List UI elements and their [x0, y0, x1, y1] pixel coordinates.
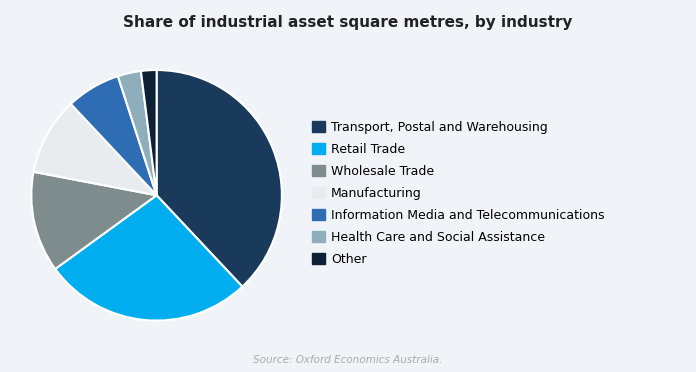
- Legend: Transport, Postal and Warehousing, Retail Trade, Wholesale Trade, Manufacturing,: Transport, Postal and Warehousing, Retai…: [313, 121, 605, 266]
- Wedge shape: [141, 70, 157, 195]
- Text: Share of industrial asset square metres, by industry: Share of industrial asset square metres,…: [123, 15, 573, 30]
- Wedge shape: [31, 172, 157, 269]
- Wedge shape: [55, 195, 242, 321]
- Wedge shape: [33, 104, 157, 195]
- Wedge shape: [118, 71, 157, 195]
- Wedge shape: [157, 70, 282, 286]
- Text: Source: Oxford Economics Australia.: Source: Oxford Economics Australia.: [253, 355, 443, 365]
- Wedge shape: [71, 76, 157, 195]
